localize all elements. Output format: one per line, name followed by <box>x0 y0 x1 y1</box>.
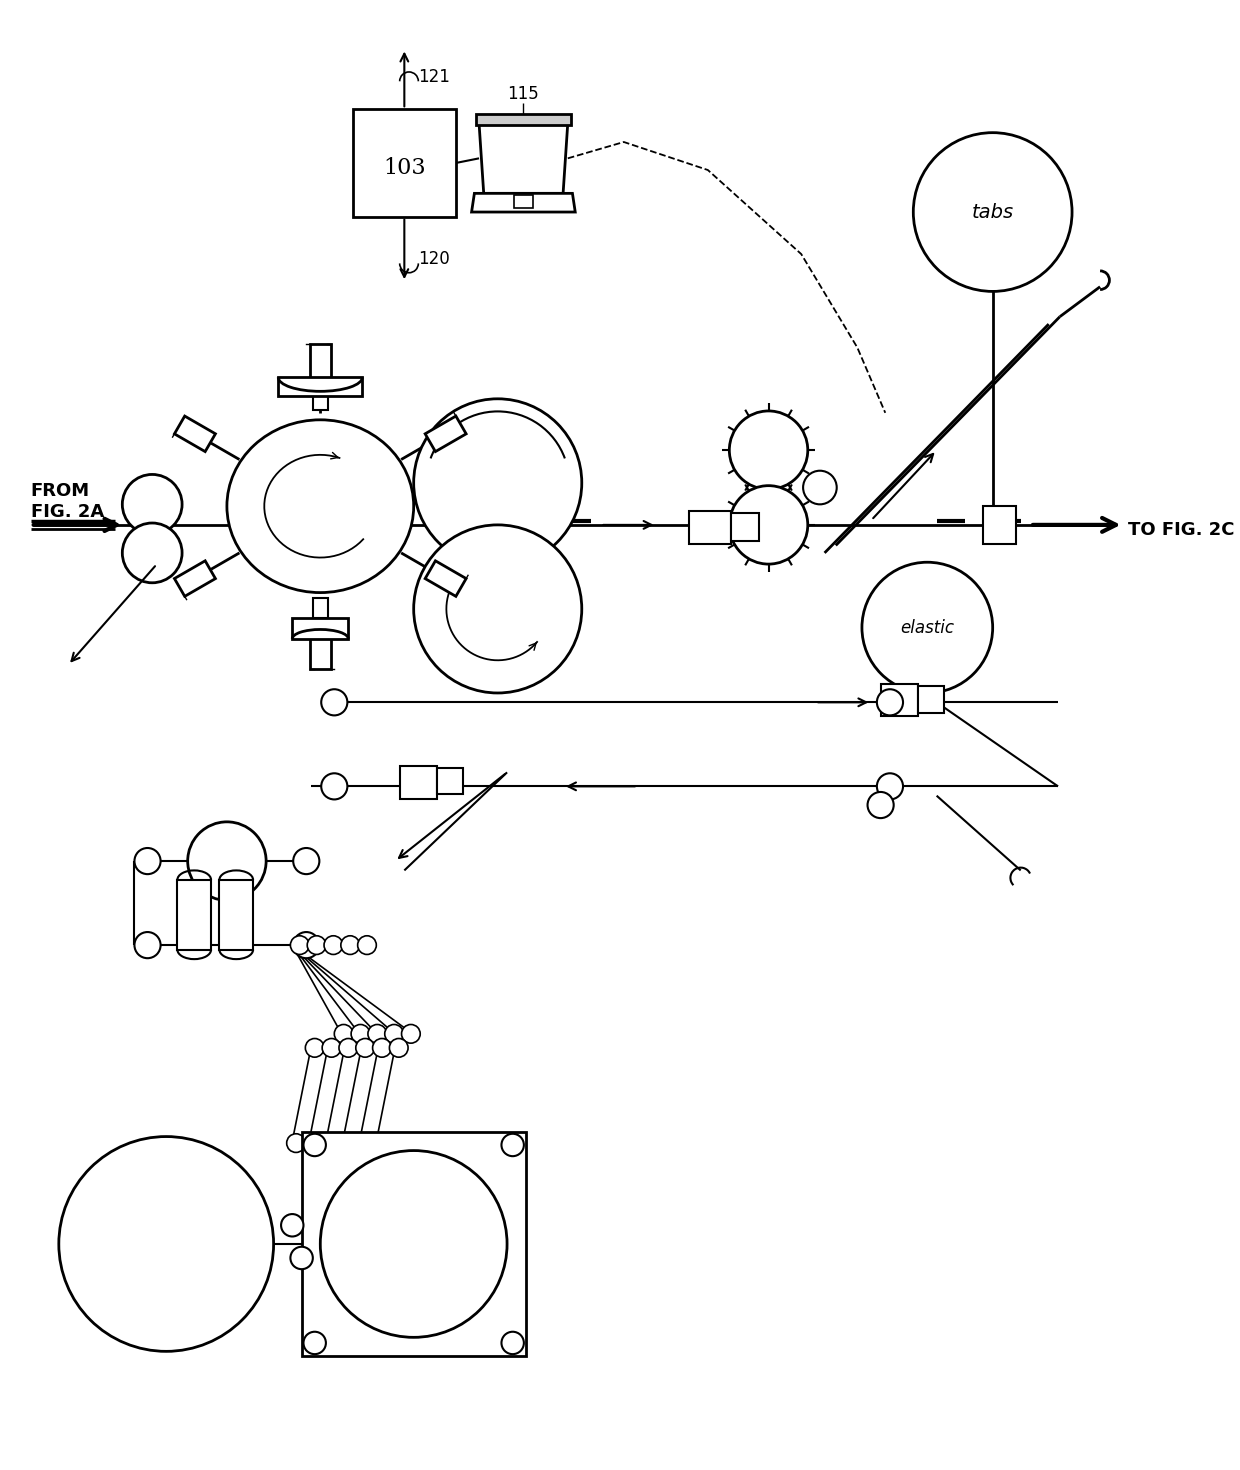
Text: elastic: elastic <box>900 619 955 637</box>
Bar <box>399 766 436 798</box>
Bar <box>219 879 253 950</box>
Circle shape <box>357 936 376 954</box>
Circle shape <box>351 1025 370 1044</box>
Polygon shape <box>471 194 575 212</box>
Circle shape <box>304 1332 326 1354</box>
Circle shape <box>290 1247 312 1269</box>
Polygon shape <box>425 416 466 451</box>
Circle shape <box>304 1133 326 1157</box>
Circle shape <box>877 773 903 800</box>
Bar <box>436 767 464 794</box>
Bar <box>293 619 348 639</box>
Circle shape <box>290 936 309 954</box>
Circle shape <box>293 932 320 958</box>
Circle shape <box>322 1038 341 1057</box>
Polygon shape <box>425 562 466 597</box>
Bar <box>278 378 362 395</box>
Polygon shape <box>175 416 216 451</box>
Bar <box>732 513 759 541</box>
Circle shape <box>353 1133 372 1152</box>
Circle shape <box>356 1038 374 1057</box>
Circle shape <box>321 773 347 800</box>
Text: 115: 115 <box>507 85 539 103</box>
Circle shape <box>372 1038 392 1057</box>
Circle shape <box>337 1133 356 1152</box>
Circle shape <box>293 848 320 875</box>
Circle shape <box>304 1133 322 1152</box>
Bar <box>689 512 732 544</box>
Circle shape <box>368 1025 387 1044</box>
Circle shape <box>414 398 582 567</box>
Circle shape <box>389 1038 408 1057</box>
Circle shape <box>868 792 894 819</box>
Ellipse shape <box>227 420 414 592</box>
Text: 120: 120 <box>418 250 450 268</box>
Circle shape <box>501 1133 523 1157</box>
Circle shape <box>341 936 360 954</box>
Bar <box>918 686 944 713</box>
Circle shape <box>320 1151 507 1338</box>
Text: tabs: tabs <box>972 203 1014 222</box>
Text: 103: 103 <box>383 157 425 179</box>
Polygon shape <box>310 344 331 379</box>
Circle shape <box>384 1025 403 1044</box>
Circle shape <box>339 1038 357 1057</box>
Circle shape <box>281 1214 304 1236</box>
Bar <box>312 598 327 619</box>
Circle shape <box>187 822 267 900</box>
Circle shape <box>729 485 807 564</box>
Bar <box>301 1132 526 1355</box>
Circle shape <box>862 562 993 692</box>
Polygon shape <box>310 634 331 669</box>
Circle shape <box>123 475 182 534</box>
Bar <box>880 684 918 716</box>
Circle shape <box>321 689 347 716</box>
Circle shape <box>877 689 903 716</box>
Circle shape <box>58 1136 274 1351</box>
Circle shape <box>335 1025 353 1044</box>
Circle shape <box>402 1025 420 1044</box>
Circle shape <box>123 523 182 582</box>
Bar <box>177 879 211 950</box>
Circle shape <box>324 936 342 954</box>
Bar <box>353 109 456 216</box>
Circle shape <box>134 848 161 875</box>
Polygon shape <box>479 123 568 194</box>
Text: TO FIG. 2C: TO FIG. 2C <box>1128 520 1235 538</box>
Text: FROM
FIG. 2A: FROM FIG. 2A <box>31 482 104 520</box>
Circle shape <box>729 412 807 490</box>
Circle shape <box>286 1133 305 1152</box>
Circle shape <box>320 1133 339 1152</box>
Polygon shape <box>175 562 216 597</box>
Circle shape <box>134 932 161 958</box>
Bar <box>983 506 1016 544</box>
Circle shape <box>501 1332 523 1354</box>
Circle shape <box>308 936 326 954</box>
Bar <box>515 196 533 209</box>
Text: 121: 121 <box>418 68 450 85</box>
Circle shape <box>914 132 1073 291</box>
Bar <box>312 390 327 410</box>
Bar <box>476 115 570 125</box>
Circle shape <box>371 1133 389 1152</box>
Circle shape <box>804 470 837 504</box>
Circle shape <box>414 525 582 692</box>
Circle shape <box>305 1038 324 1057</box>
